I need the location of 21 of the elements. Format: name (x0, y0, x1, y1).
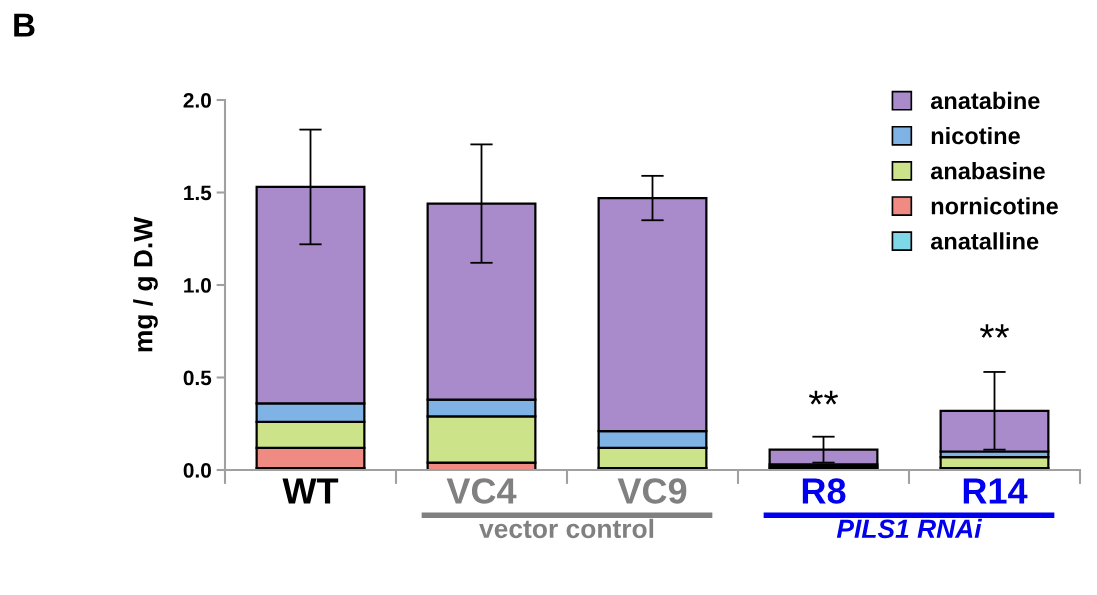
y-tick-label: 0.5 (183, 370, 212, 386)
x-tick-label: VC4 (446, 478, 517, 504)
annotation: ** (979, 324, 1010, 338)
text: PILS1 RNAi (836, 518, 983, 539)
x-tick-label: R8 (802, 478, 846, 504)
text: vector control (479, 518, 654, 539)
y-tick-label: 1.0 (184, 278, 211, 293)
x-tick-label: VC9 (617, 478, 687, 504)
legend-label: anatalline (930, 232, 1039, 250)
annotation: ** (808, 390, 839, 405)
y-tick-label: 0.0 (183, 463, 211, 478)
y-axis-title: mg / g D.W (133, 216, 158, 352)
legend-label: anatabine (930, 91, 1040, 110)
text: B (14, 13, 35, 37)
y-tick-label: 1.5 (184, 185, 212, 201)
legend-label: nornicotine (931, 197, 1058, 215)
legend-label: nicotine (931, 126, 1020, 145)
x-tick-label: WT (282, 478, 339, 504)
legend-label: anabasine (930, 162, 1045, 180)
x-tick-label: R14 (963, 478, 1028, 504)
y-tick-label: 2.0 (183, 93, 211, 108)
